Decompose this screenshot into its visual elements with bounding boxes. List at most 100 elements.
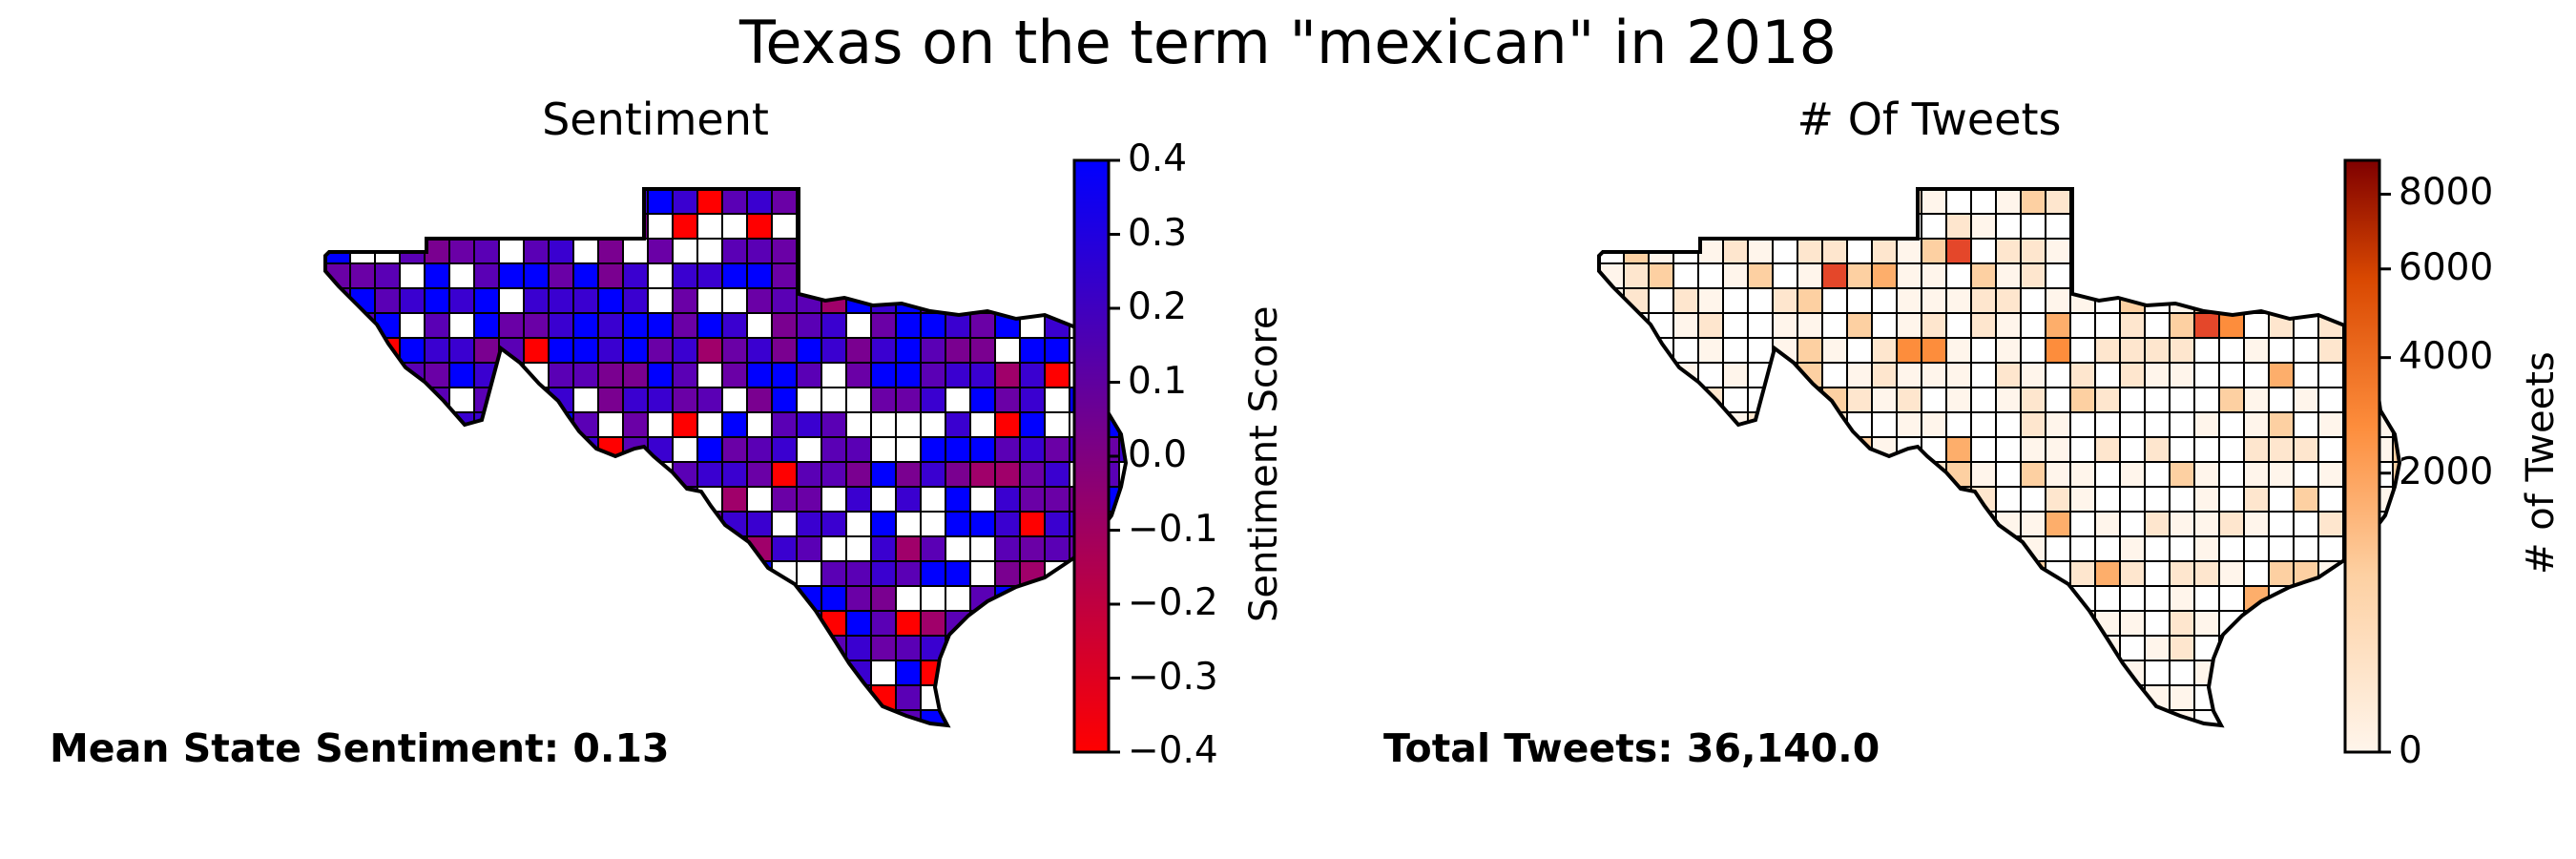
- county-cell: [2243, 486, 2270, 513]
- county-cell: [672, 213, 698, 240]
- county-cell: [796, 436, 822, 463]
- county-cell: [2193, 312, 2220, 339]
- county-cell: [2218, 362, 2245, 388]
- county-cell: [771, 362, 798, 388]
- county-cell: [771, 486, 798, 513]
- county-cell: [2069, 486, 2096, 513]
- county-cell: [1019, 411, 1046, 438]
- county-cell: [696, 312, 723, 339]
- county-cell: [647, 362, 674, 388]
- county-cell: [746, 461, 773, 488]
- county-cell: [647, 238, 674, 264]
- county-cell: [2169, 461, 2195, 488]
- county-cell: [2243, 411, 2270, 438]
- county-cell: [2243, 560, 2270, 587]
- county-cell: [2119, 312, 2146, 339]
- county-cell: [870, 610, 897, 637]
- county-cell: [1697, 262, 1724, 289]
- county-cell: [969, 411, 996, 438]
- county-cell: [1970, 387, 1997, 413]
- county-cell: [1772, 287, 1798, 314]
- county-cell: [448, 337, 475, 364]
- county-cell: [448, 312, 475, 339]
- county-cell: [2045, 461, 2071, 488]
- county-cell: [721, 387, 748, 413]
- county-cell: [2317, 511, 2344, 537]
- county-cell: [821, 337, 847, 364]
- county-cell: [920, 387, 946, 413]
- county-cell: [1722, 312, 1749, 339]
- county-cell: [572, 238, 599, 264]
- county-cell: [771, 312, 798, 339]
- county-cell: [2218, 610, 2245, 637]
- county-cell: [1747, 411, 1774, 438]
- county-cell: [1821, 337, 1848, 364]
- county-cell: [870, 635, 897, 661]
- county-cell: [572, 411, 599, 438]
- county-cell: [721, 238, 748, 264]
- county-cell: [994, 337, 1021, 364]
- county-cell: [1797, 238, 1823, 264]
- county-cell: [994, 436, 1021, 463]
- county-cell: [2119, 461, 2146, 488]
- county-cell: [2218, 312, 2245, 339]
- county-cell: [1044, 337, 1070, 364]
- county-cell: [845, 312, 872, 339]
- county-cell: [2069, 362, 2096, 388]
- county-cell: [647, 461, 674, 488]
- county-cell: [2317, 387, 2344, 413]
- county-cell: [2169, 387, 2195, 413]
- county-cell: [2045, 262, 2071, 289]
- county-cell: [374, 262, 401, 289]
- county-cell: [721, 262, 748, 289]
- county-cell: [746, 213, 773, 240]
- county-cell: [1846, 238, 1873, 264]
- county-cell: [2169, 660, 2195, 686]
- county-cell: [969, 362, 996, 388]
- county-cell: [945, 486, 971, 513]
- county-cell: [1995, 189, 2022, 215]
- county-cell: [721, 362, 748, 388]
- county-cell: [821, 312, 847, 339]
- county-cell: [2169, 436, 2195, 463]
- county-cell: [945, 585, 971, 612]
- county-cell: [2069, 387, 2096, 413]
- county-cell: [2119, 585, 2146, 612]
- county-cell: [2193, 387, 2220, 413]
- county-cell: [548, 362, 574, 388]
- county-cell: [1921, 436, 1947, 463]
- county-cell: [969, 312, 996, 339]
- county-cell: [845, 560, 872, 587]
- county-cell: [821, 511, 847, 537]
- county-cell: [1921, 362, 1947, 388]
- county-cell: [895, 486, 922, 513]
- county-cell: [622, 287, 649, 314]
- county-cell: [895, 684, 922, 711]
- county-cell: [1821, 312, 1848, 339]
- county-cell: [796, 387, 822, 413]
- sentiment-colorbar-ticks: [1109, 158, 1120, 754]
- county-cell: [473, 287, 500, 314]
- county-cell: [895, 585, 922, 612]
- county-cell: [1970, 213, 1997, 240]
- county-cell: [572, 387, 599, 413]
- county-cell: [2094, 560, 2121, 587]
- county-cell: [746, 189, 773, 215]
- county-cell: [920, 610, 946, 637]
- county-cell: [1747, 287, 1774, 314]
- county-cell: [2144, 535, 2171, 562]
- county-cell: [2293, 387, 2319, 413]
- county-cell: [895, 387, 922, 413]
- county-cell: [1821, 262, 1848, 289]
- county-cell: [1945, 238, 1972, 264]
- county-cell: [771, 262, 798, 289]
- sentiment-tick-label: 0.4: [1128, 137, 1188, 180]
- county-cell: [1846, 362, 1873, 388]
- county-cell: [895, 560, 922, 587]
- county-cell: [721, 312, 748, 339]
- county-cell: [1747, 238, 1774, 264]
- county-cell: [696, 189, 723, 215]
- county-cell: [647, 287, 674, 314]
- county-cell: [870, 486, 897, 513]
- county-cell: [498, 238, 525, 264]
